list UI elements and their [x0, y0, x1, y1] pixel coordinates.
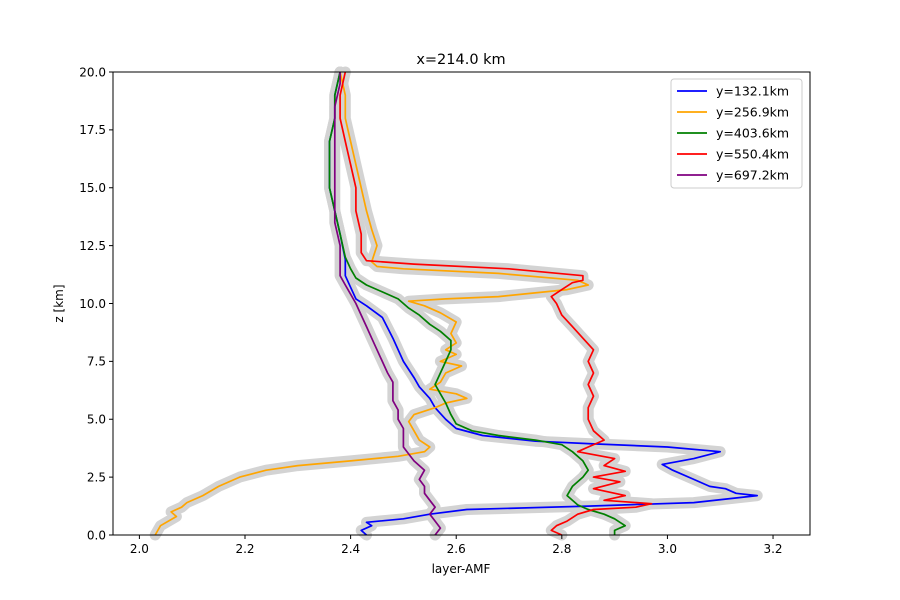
x-tick-label: 2.2 — [235, 542, 254, 556]
legend-box — [670, 78, 803, 189]
series-line-4 — [339, 71, 653, 536]
legend-label-5: y=697.2km — [716, 168, 789, 183]
series-lines — [154, 71, 759, 536]
legend: y=132.1km y=256.9km y=403.6km y=550.4km y=69… — [670, 78, 803, 189]
x-axis-ticks: 2.0 2.2 2.4 2.6 2.8 3.0 3.2 — [130, 535, 783, 556]
y-tick-label: 5.0 — [87, 413, 106, 427]
y-tick-label: 10.0 — [79, 297, 106, 311]
y-tick-label: 20.0 — [79, 65, 106, 79]
x-tick-label: 2.0 — [130, 542, 149, 556]
y-tick-label: 7.5 — [87, 355, 106, 369]
chart-title: x=214.0 km — [416, 52, 505, 68]
series-line-2 — [154, 71, 590, 536]
legend-label-3: y=403.6km — [716, 126, 789, 141]
series-line-3 — [328, 71, 627, 535]
series-line-5 — [333, 72, 442, 536]
y-tick-label: 2.5 — [87, 470, 106, 484]
y-tick-label: 15.0 — [79, 181, 106, 195]
legend-label-4: y=550.4km — [716, 147, 789, 162]
y-tick-label: 0.0 — [87, 528, 106, 542]
x-tick-label: 3.2 — [763, 542, 782, 556]
y-tick-label: 12.5 — [79, 239, 106, 253]
legend-label-1: y=132.1km — [716, 84, 789, 99]
legend-label-2: y=256.9km — [716, 105, 789, 120]
y-axis-label: z [km] — [52, 284, 66, 322]
x-tick-label: 3.0 — [658, 542, 677, 556]
y-tick-label: 17.5 — [79, 123, 106, 137]
x-tick-label: 2.6 — [447, 542, 466, 556]
x-tick-label: 2.8 — [552, 542, 571, 556]
y-axis-ticks: 0.0 2.5 5.0 7.5 10.0 12.5 15.0 17.5 20.0 — [79, 65, 113, 542]
x-tick-label: 2.4 — [341, 542, 360, 556]
x-axis-label: layer-AMF — [432, 562, 491, 576]
